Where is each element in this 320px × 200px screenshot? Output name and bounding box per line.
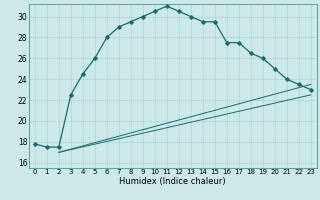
X-axis label: Humidex (Indice chaleur): Humidex (Indice chaleur) xyxy=(119,177,226,186)
